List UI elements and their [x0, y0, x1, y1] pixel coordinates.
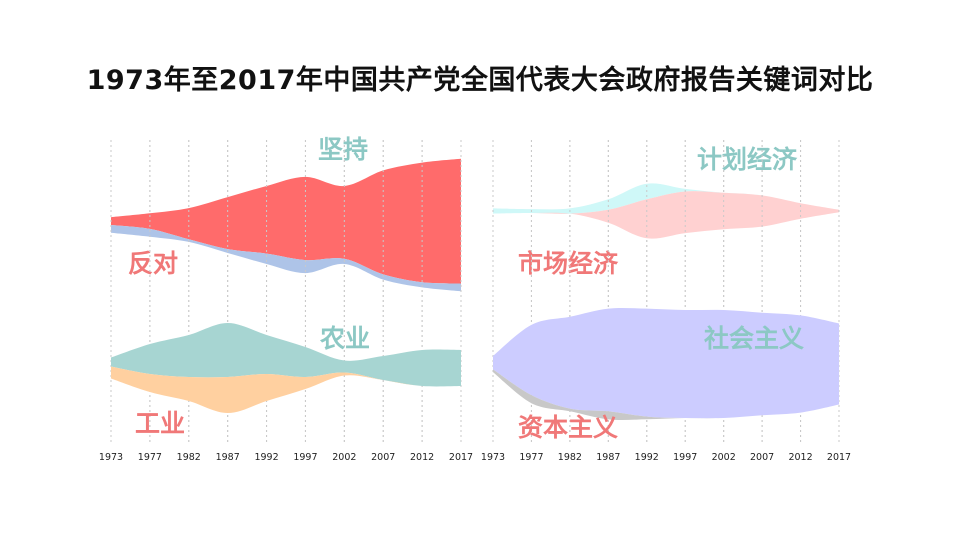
series-label: 工业	[135, 409, 185, 438]
x-tick-label: 2017	[827, 452, 851, 463]
x-tick-label: 1992	[254, 452, 278, 463]
x-tick-label: 1982	[177, 452, 201, 463]
stream-layer-2	[111, 225, 461, 292]
x-tick-label: 1997	[673, 452, 697, 463]
x-tick-label: 2017	[449, 452, 473, 463]
series-label: 资本主义	[518, 413, 618, 442]
stream-layer-1	[493, 307, 839, 419]
x-tick-label: 2007	[750, 452, 774, 463]
x-tick-label: 2012	[788, 452, 812, 463]
series-label: 农业	[319, 324, 370, 353]
x-tick-label: 2002	[332, 452, 356, 463]
series-label: 反对	[128, 249, 178, 278]
x-tick-label: 2002	[712, 452, 736, 463]
series-label: 坚持	[318, 135, 368, 164]
x-tick-label: 1977	[138, 452, 162, 463]
chart-title: 1973年至2017年中国共产党全国代表大会政府报告关键词对比	[86, 65, 874, 96]
x-tick-label: 1973	[99, 452, 123, 463]
x-tick-label: 2007	[371, 452, 395, 463]
stream-layer-1	[111, 323, 461, 387]
x-tick-label: 1987	[216, 452, 240, 463]
x-tick-label: 1973	[481, 452, 505, 463]
stream-layer-1	[493, 183, 839, 214]
x-tick-label: 1992	[635, 452, 659, 463]
series-label: 社会主义	[704, 324, 804, 353]
series-label: 市场经济	[518, 249, 619, 278]
x-tick-label: 1997	[293, 452, 317, 463]
x-tick-label: 2012	[410, 452, 434, 463]
series-label: 计划经济	[697, 145, 798, 174]
stream-layer-1	[111, 158, 461, 284]
stream-layer-2	[111, 366, 461, 413]
x-tick-label: 1987	[596, 452, 620, 463]
x-tick-label: 1982	[558, 452, 582, 463]
stream-layer-2	[493, 191, 839, 239]
x-tick-label: 1977	[519, 452, 543, 463]
